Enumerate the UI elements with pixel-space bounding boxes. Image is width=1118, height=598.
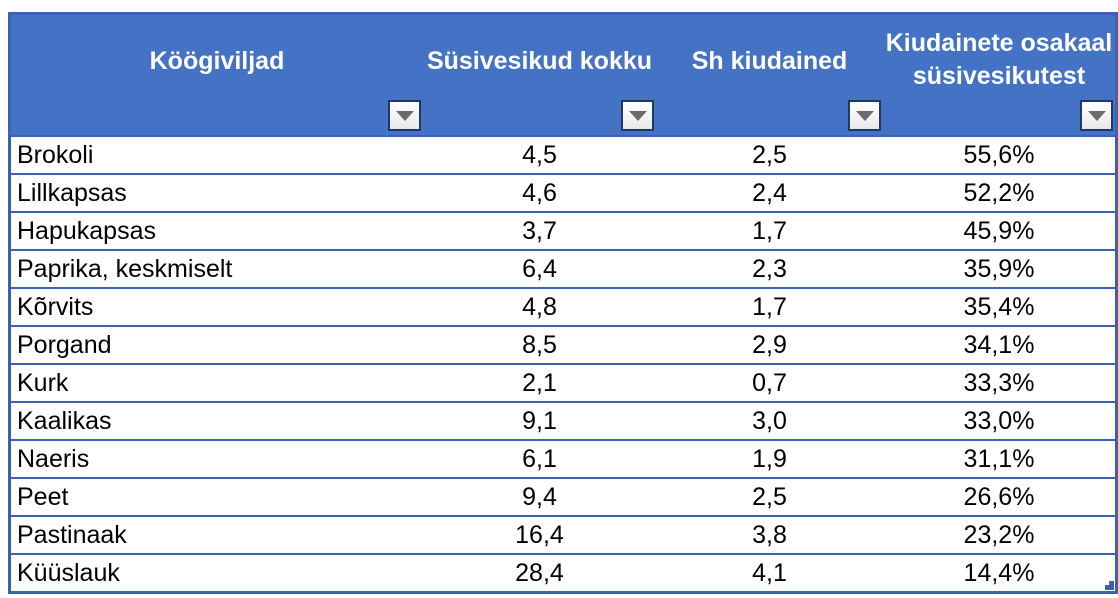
cell-fiber-share[interactable]: 33,0% [963,407,1035,435]
cell-vegetable-name[interactable]: Lillkapsas [17,179,127,207]
table-body: Brokoli 4,5 2,5 55,6% Lillkapsas 4,6 2,4… [11,135,1115,591]
cell-fiber[interactable]: 2,9 [752,331,787,359]
header-total-carbs-label: Süsivesikud kokku [426,46,653,75]
cell-vegetable-name[interactable]: Naeris [17,445,90,473]
cell-total-carbs[interactable]: 9,1 [522,407,557,435]
cell-total-carbs[interactable]: 9,4 [522,483,557,511]
cell-total-carbs[interactable]: 4,6 [522,179,557,207]
cell-total-carbs[interactable]: 28,4 [515,559,564,587]
filter-dropdown-button-fiber-share[interactable] [1080,100,1113,131]
header-total-carbs[interactable]: Süsivesikud kokku [423,15,656,135]
cell-total-carbs[interactable]: 4,5 [522,141,557,169]
cell-fiber[interactable]: 2,4 [752,179,787,207]
cell-fiber-share[interactable]: 23,2% [963,521,1035,549]
header-fiber-share[interactable]: Kiudainete osakaal süsivesikutest [883,15,1115,135]
cell-fiber-share[interactable]: 34,1% [963,331,1035,359]
table-row: Kõrvits 4,8 1,7 35,4% [11,287,1115,325]
cell-fiber-share[interactable]: 45,9% [963,217,1035,245]
filter-dropdown-button-total-carbs[interactable] [621,100,654,131]
cell-total-carbs[interactable]: 4,8 [522,293,557,321]
filter-dropdown-button-vegetables[interactable] [388,100,421,131]
table-row: Pastinaak 16,4 3,8 23,2% [11,515,1115,553]
cell-fiber[interactable]: 3,0 [752,407,787,435]
table-row: Küüslauk 28,4 4,1 14,4% [11,553,1115,591]
cell-vegetable-name[interactable]: Paprika, keskmiselt [17,255,233,283]
filter-dropdown-button-fiber[interactable] [848,100,881,131]
cell-fiber[interactable]: 1,7 [752,293,787,321]
table-row: Hapukapsas 3,7 1,7 45,9% [11,211,1115,249]
cell-vegetable-name[interactable]: Kurk [17,369,69,397]
cell-vegetable-name[interactable]: Brokoli [17,141,94,169]
data-table: Köögiviljad Süsivesikud kokku Sh kiudain… [8,12,1118,594]
dropdown-arrow-icon [1087,110,1106,121]
table-row: Lillkapsas 4,6 2,4 52,2% [11,173,1115,211]
table-row: Naeris 6,1 1,9 31,1% [11,439,1115,477]
dropdown-arrow-icon [855,110,874,121]
cell-fiber[interactable]: 4,1 [752,559,787,587]
cell-vegetable-name[interactable]: Küüslauk [17,559,120,587]
cell-total-carbs[interactable]: 6,4 [522,255,557,283]
cell-fiber-share[interactable]: 26,6% [963,483,1035,511]
header-fiber[interactable]: Sh kiudained [656,15,883,135]
cell-fiber-share[interactable]: 55,6% [963,141,1035,169]
dropdown-arrow-icon [395,110,414,121]
cell-total-carbs[interactable]: 2,1 [522,369,557,397]
cell-total-carbs[interactable]: 16,4 [515,521,564,549]
table-row: Kaalikas 9,1 3,0 33,0% [11,401,1115,439]
cell-fiber[interactable]: 2,5 [752,483,787,511]
cell-fiber[interactable]: 1,7 [752,217,787,245]
cell-fiber-share[interactable]: 14,4% [963,559,1035,587]
cell-total-carbs[interactable]: 8,5 [522,331,557,359]
cell-fiber-share[interactable]: 35,9% [963,255,1035,283]
header-fiber-share-label: Kiudainete osakaal süsivesikutest [885,29,1113,90]
cell-fiber[interactable]: 2,3 [752,255,787,283]
table-header-row: Köögiviljad Süsivesikud kokku Sh kiudain… [11,15,1115,135]
cell-vegetable-name[interactable]: Kõrvits [17,293,94,321]
table-row: Brokoli 4,5 2,5 55,6% [11,135,1115,173]
table-row: Paprika, keskmiselt 6,4 2,3 35,9% [11,249,1115,287]
cell-total-carbs[interactable]: 6,1 [522,445,557,473]
header-vegetables-label: Köögiviljad [149,46,285,75]
cell-fiber[interactable]: 0,7 [752,369,787,397]
cell-vegetable-name[interactable]: Porgand [17,331,112,359]
header-vegetables[interactable]: Köögiviljad [11,15,423,135]
cell-vegetable-name[interactable]: Pastinaak [17,521,127,549]
cell-fiber-share[interactable]: 35,4% [963,293,1035,321]
table-row: Peet 9,4 2,5 26,6% [11,477,1115,515]
cell-fiber[interactable]: 3,8 [752,521,787,549]
cell-fiber-share[interactable]: 31,1% [963,445,1035,473]
cell-vegetable-name[interactable]: Hapukapsas [17,217,156,245]
table-row: Kurk 2,1 0,7 33,3% [11,363,1115,401]
cell-fiber[interactable]: 2,5 [752,141,787,169]
cell-total-carbs[interactable]: 3,7 [522,217,557,245]
dropdown-arrow-icon [628,110,647,121]
cell-fiber-share[interactable]: 33,3% [963,369,1035,397]
cell-fiber[interactable]: 1,9 [752,445,787,473]
cell-vegetable-name[interactable]: Peet [17,483,69,511]
table-resize-handle[interactable] [1105,581,1114,590]
cell-fiber-share[interactable]: 52,2% [963,179,1035,207]
cell-vegetable-name[interactable]: Kaalikas [17,407,112,435]
header-fiber-label: Sh kiudained [691,46,848,75]
table-row: Porgand 8,5 2,9 34,1% [11,325,1115,363]
